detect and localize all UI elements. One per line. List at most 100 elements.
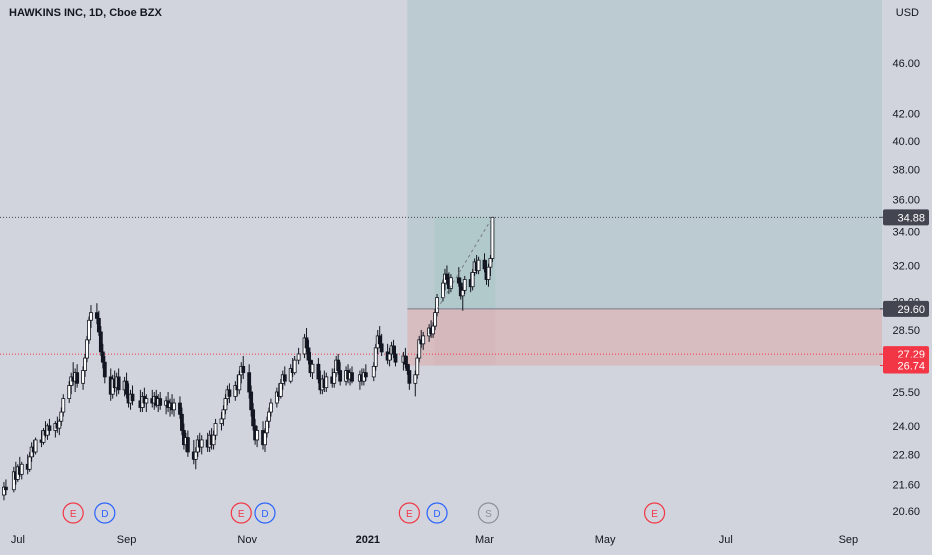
currency-label: USD [896, 7, 919, 19]
candle-body [59, 411, 64, 422]
price-label-bg [883, 357, 929, 374]
event-marker-E[interactable]: E [643, 502, 666, 524]
candle [448, 274, 453, 293]
candle [241, 356, 246, 380]
event-marker-S[interactable]: S [477, 502, 500, 524]
candle-body [57, 420, 62, 429]
candle [338, 362, 343, 386]
candle-body [371, 365, 376, 378]
candle [19, 461, 24, 480]
event-circle [62, 502, 84, 524]
candle-body [296, 353, 301, 361]
candle [247, 364, 252, 399]
candle-body [405, 363, 410, 371]
candle-body [219, 418, 224, 424]
candle-body [27, 456, 32, 470]
candle-body [185, 437, 190, 453]
event-circle [643, 502, 666, 524]
candle-body [379, 343, 384, 353]
candle-body [213, 423, 218, 436]
price-label-26.74: 26.74 [880, 357, 929, 374]
candle [415, 353, 420, 380]
event-label: E [238, 509, 245, 520]
candle-body [47, 425, 52, 431]
candle-body [435, 297, 439, 314]
candle [98, 326, 103, 357]
candle-body [237, 374, 242, 391]
x-tick-label: Mar [475, 534, 494, 546]
event-marker-D[interactable]: D [254, 502, 276, 524]
y-tick-label: 25.50 [892, 387, 920, 399]
candle [296, 347, 301, 365]
event-label: D [433, 509, 440, 520]
event-circle [477, 502, 500, 524]
event-label: E [406, 509, 413, 520]
candle [87, 316, 91, 344]
candle [433, 308, 437, 330]
candle-body [336, 359, 341, 371]
event-circle [94, 502, 116, 524]
candle [488, 255, 493, 276]
candle [282, 366, 287, 386]
candle [213, 418, 218, 440]
candle [379, 333, 384, 357]
candle [350, 366, 354, 384]
candle-body [89, 312, 93, 321]
event-marker-D[interactable]: D [94, 502, 116, 524]
candle [180, 407, 184, 436]
candle-body [180, 413, 184, 431]
x-tick-label: Jul [11, 534, 25, 546]
candle-body [433, 312, 437, 327]
event-marker-E[interactable]: E [62, 502, 84, 524]
price-label-29.60: 29.60 [880, 300, 929, 317]
candle [324, 372, 329, 393]
candle [441, 279, 445, 302]
candle-body [199, 439, 204, 448]
candle-body [470, 271, 475, 288]
y-tick-label: 20.60 [892, 506, 920, 518]
candle-body [393, 353, 398, 363]
candle-body [33, 439, 38, 453]
candle-body [249, 391, 254, 411]
candle [470, 268, 475, 291]
candle-body [95, 312, 99, 319]
candle-body [87, 319, 91, 341]
candle [462, 275, 467, 294]
y-tick-label: 24.00 [892, 421, 920, 433]
candle [255, 425, 259, 448]
candle [89, 305, 93, 329]
candle-body [377, 335, 382, 345]
candle [310, 360, 315, 380]
candle [363, 364, 368, 382]
candle-body [267, 411, 271, 422]
candle [211, 430, 216, 450]
candle-body [102, 361, 107, 378]
candle-body [421, 335, 426, 345]
y-tick-label: 28.50 [892, 325, 920, 337]
event-circle [426, 502, 448, 524]
candle [61, 394, 66, 417]
price-label-bg [883, 300, 929, 317]
candle-body [265, 420, 269, 434]
x-tick-label: Jul [719, 534, 733, 546]
event-marker-E[interactable]: E [398, 502, 420, 524]
candle-body [100, 351, 105, 363]
candle [490, 216, 495, 262]
candle-body [269, 402, 273, 413]
event-marker-D[interactable]: D [426, 502, 448, 524]
candle-body [462, 279, 467, 291]
candle [33, 437, 38, 455]
candle-body [332, 372, 337, 384]
candle-body [292, 359, 297, 374]
candle-body [130, 393, 135, 402]
event-marker-E[interactable]: E [230, 502, 252, 524]
candle-body [98, 331, 103, 353]
candle [75, 364, 80, 388]
candle-body [278, 382, 283, 397]
candle [267, 407, 271, 429]
candle-body [124, 380, 129, 395]
candle [269, 398, 273, 417]
candle-body [456, 277, 461, 284]
